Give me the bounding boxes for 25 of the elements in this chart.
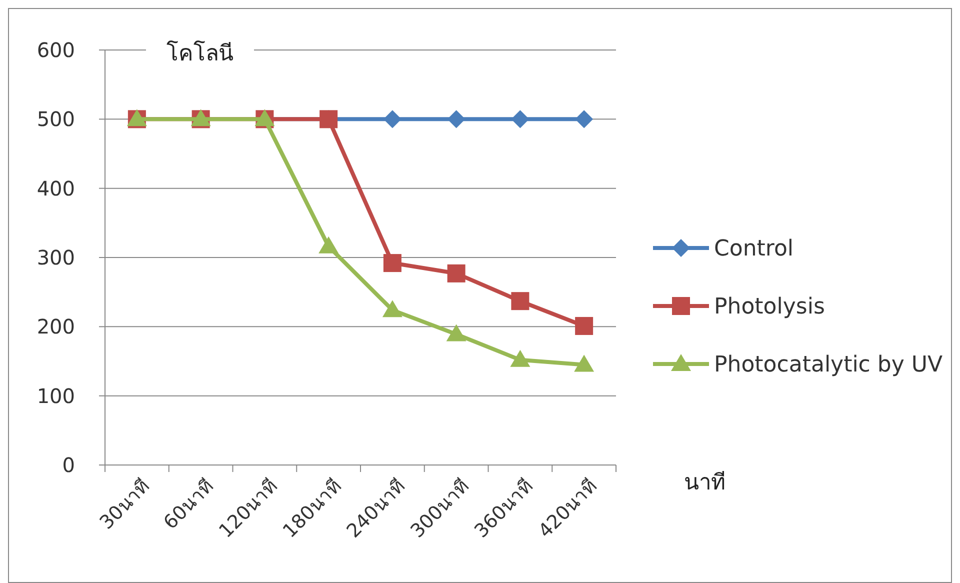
y-tick-label: 0 xyxy=(62,453,75,477)
point xyxy=(511,292,530,310)
point xyxy=(383,110,402,128)
y-tick-label: 100 xyxy=(36,384,75,408)
point xyxy=(511,110,530,128)
legend-label: Photocatalytic by UV xyxy=(714,352,943,378)
point xyxy=(575,110,594,128)
point xyxy=(383,254,402,272)
legend-label: Photolysis xyxy=(714,294,825,320)
y-tick-label: 400 xyxy=(36,176,75,200)
y-tick-label: 300 xyxy=(36,246,75,270)
point xyxy=(447,264,466,282)
y-tick-label: 200 xyxy=(36,314,75,339)
y-axis-title: โคโลนี xyxy=(166,40,234,67)
point xyxy=(382,300,402,318)
point xyxy=(574,354,594,372)
point xyxy=(575,316,594,335)
point xyxy=(318,236,339,254)
point xyxy=(447,110,466,128)
point xyxy=(510,350,530,367)
point xyxy=(446,324,466,342)
x-axis-title: นาที xyxy=(684,470,726,496)
y-tick-label: 500 xyxy=(36,107,75,132)
y-tick-label: 600 xyxy=(36,38,75,62)
legend-label: Control xyxy=(714,236,794,262)
